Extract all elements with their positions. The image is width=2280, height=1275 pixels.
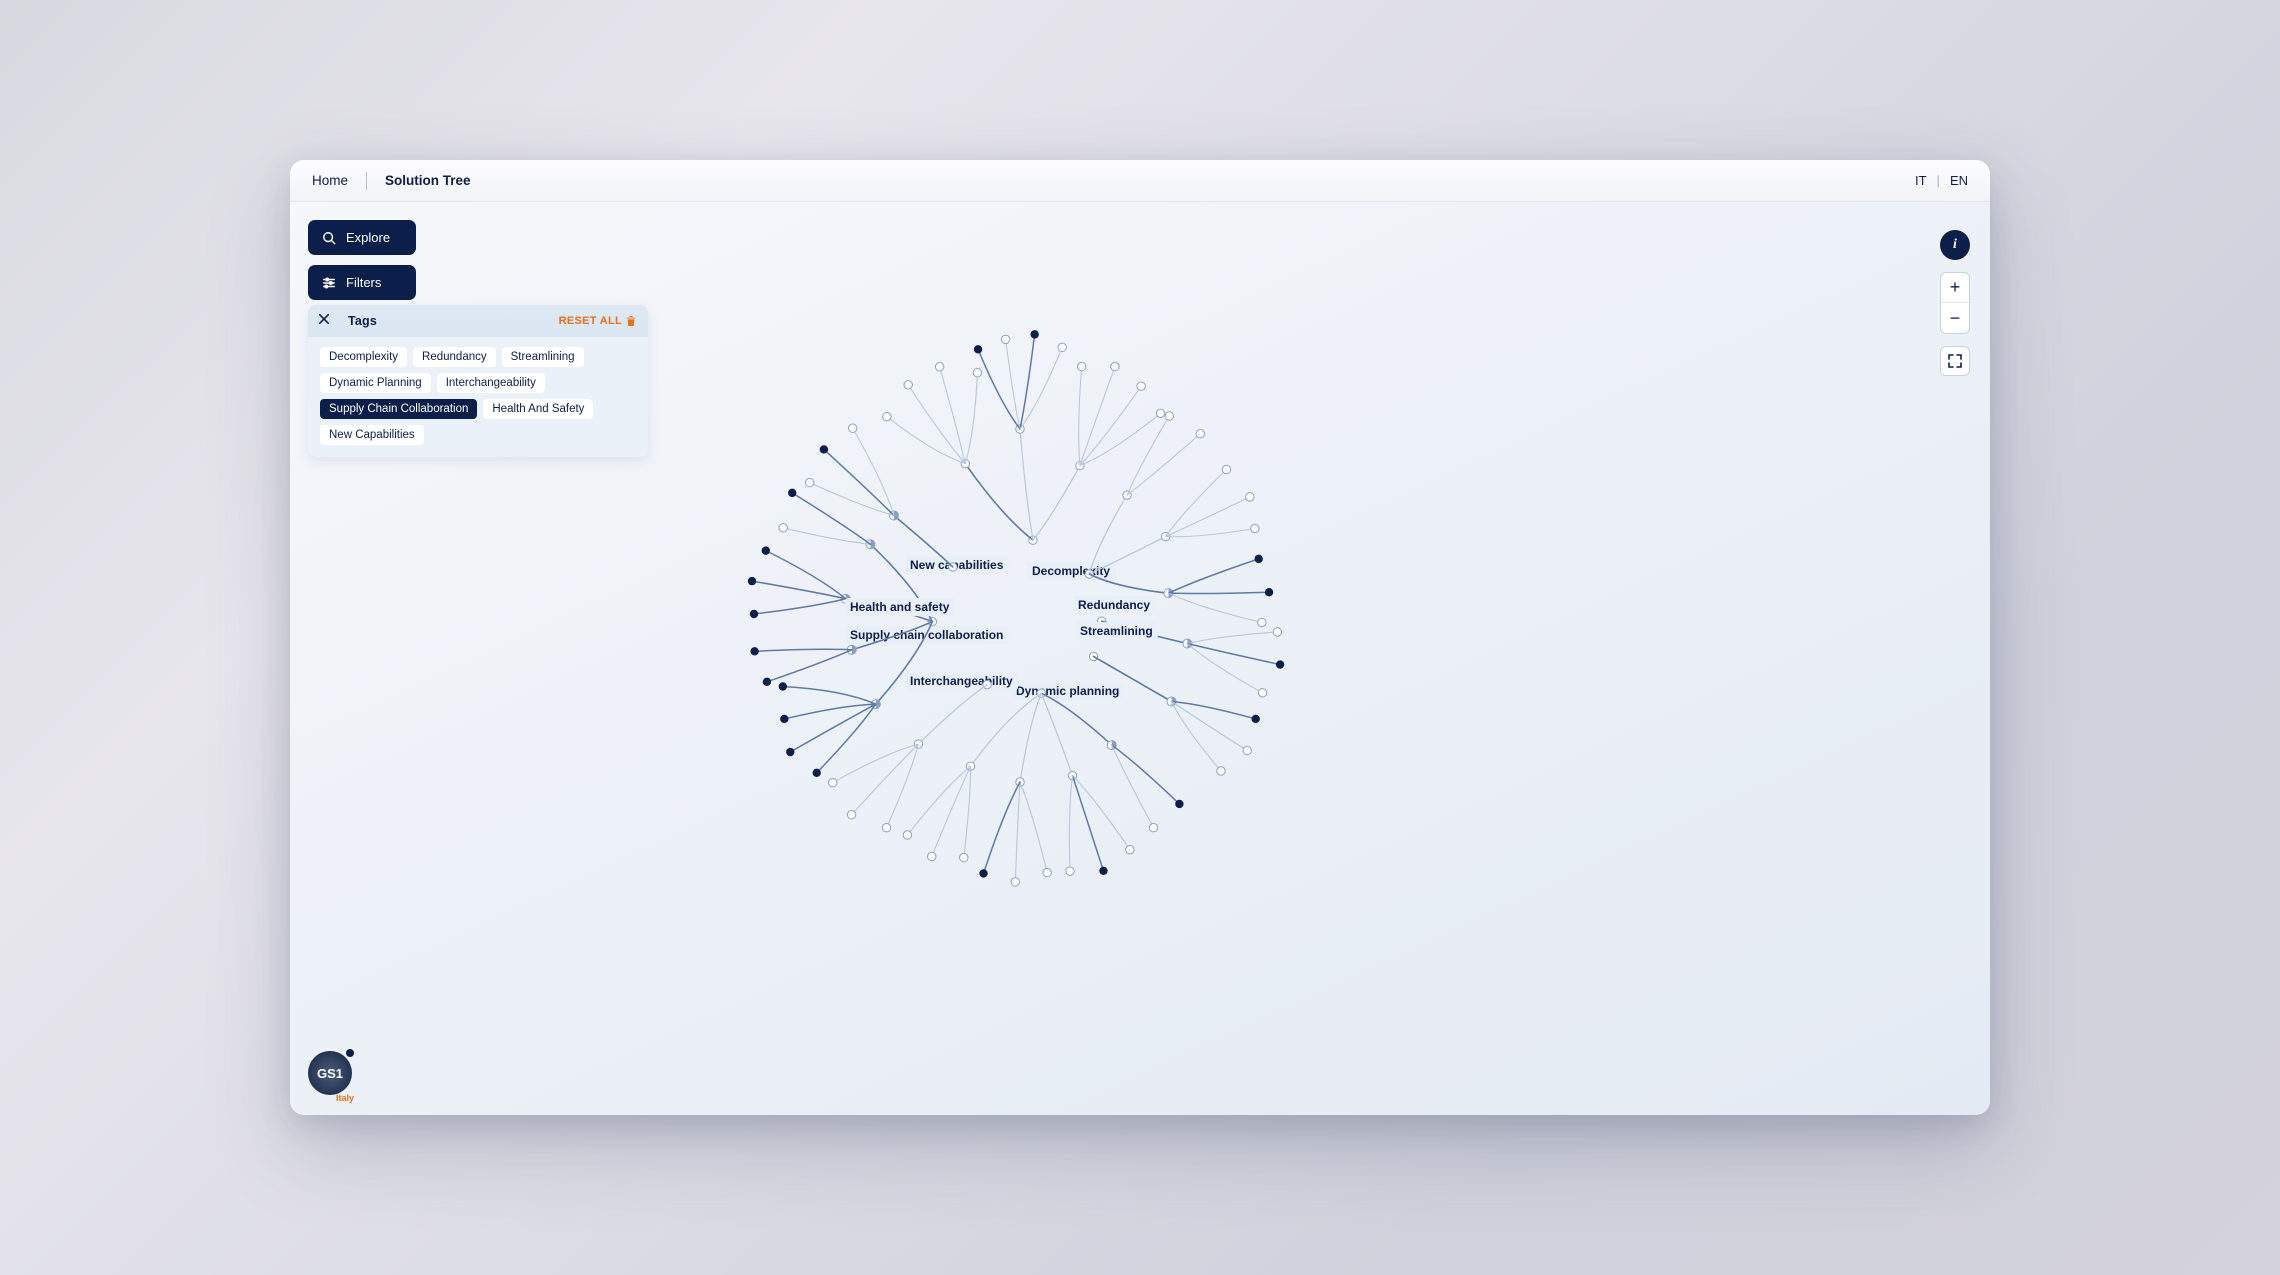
right-controls: i + − bbox=[1940, 230, 1970, 376]
reset-all-label: RESET ALL bbox=[559, 315, 622, 327]
zoom-in-button[interactable]: + bbox=[1941, 273, 1969, 303]
close-icon[interactable] bbox=[318, 313, 334, 329]
lang-en[interactable]: EN bbox=[1950, 173, 1968, 188]
trash-icon bbox=[626, 315, 636, 327]
lang-sep: | bbox=[1937, 173, 1940, 188]
logo-text: GS1 bbox=[317, 1066, 343, 1081]
svg-text:Health and safety: Health and safety bbox=[850, 600, 950, 614]
app-window: Home Solution Tree IT | EN New capabilit… bbox=[290, 160, 1990, 1115]
explore-label: Explore bbox=[346, 230, 390, 245]
tag-health-and-safety[interactable]: Health And Safety bbox=[483, 399, 593, 419]
minus-icon: − bbox=[1950, 308, 1961, 329]
tag-supply-chain-collaboration[interactable]: Supply Chain Collaboration bbox=[320, 399, 477, 419]
left-controls: Explore Filters bbox=[308, 220, 416, 300]
zoom-out-button[interactable]: − bbox=[1941, 303, 1969, 333]
svg-text:Redundancy: Redundancy bbox=[1078, 598, 1150, 612]
tags-panel: Tags RESET ALL Decomplexity Redundancy Str… bbox=[308, 305, 648, 457]
logo: GS1 Italy bbox=[308, 1051, 356, 1099]
lang-it[interactable]: IT bbox=[1915, 173, 1927, 188]
zoom-group: + − bbox=[1940, 272, 1970, 334]
svg-text:Interchangeability: Interchangeability bbox=[910, 674, 1013, 688]
info-button[interactable]: i bbox=[1940, 230, 1970, 260]
tag-dynamic-planning[interactable]: Dynamic Planning bbox=[320, 373, 431, 393]
fullscreen-button[interactable] bbox=[1940, 346, 1970, 376]
svg-text:Decomplexity: Decomplexity bbox=[1032, 564, 1110, 578]
tags-title: Tags bbox=[348, 314, 377, 328]
nav-home[interactable]: Home bbox=[312, 173, 348, 188]
tag-decomplexity[interactable]: Decomplexity bbox=[320, 347, 407, 367]
filters-icon bbox=[322, 276, 336, 290]
info-icon: i bbox=[1953, 237, 1957, 253]
tag-new-capabilities[interactable]: New Capabilities bbox=[320, 425, 424, 445]
tag-interchangeability[interactable]: Interchangeability bbox=[437, 373, 545, 393]
filters-label: Filters bbox=[346, 275, 381, 290]
nav-divider bbox=[366, 172, 367, 190]
reset-all-button[interactable]: RESET ALL bbox=[559, 315, 636, 327]
explore-button[interactable]: Explore bbox=[308, 220, 416, 255]
svg-text:Dynamic planning: Dynamic planning bbox=[1016, 684, 1119, 698]
svg-text:Streamlining: Streamlining bbox=[1080, 624, 1153, 638]
fullscreen-icon bbox=[1947, 353, 1963, 369]
tag-streamlining[interactable]: Streamlining bbox=[502, 347, 584, 367]
nav-current[interactable]: Solution Tree bbox=[385, 173, 471, 188]
plus-icon: + bbox=[1950, 277, 1961, 298]
search-icon bbox=[322, 231, 336, 245]
tags-body: Decomplexity Redundancy Streamlining Dynami… bbox=[308, 337, 648, 457]
filters-button[interactable]: Filters bbox=[308, 265, 416, 300]
tag-redundancy[interactable]: Redundancy bbox=[413, 347, 496, 367]
topbar: Home Solution Tree IT | EN bbox=[290, 160, 1990, 202]
